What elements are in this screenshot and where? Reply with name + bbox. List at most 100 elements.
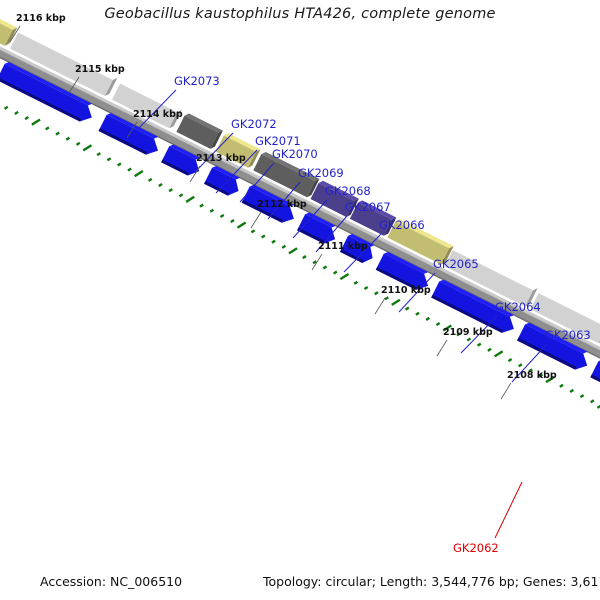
axis-tick-label: 2116 kbp — [16, 13, 66, 24]
strand-tick — [3, 105, 9, 110]
strand-tick — [65, 136, 71, 141]
feature-box-top — [18, 30, 118, 80]
topology-text: Topology: circular; Length: 3,544,776 bp… — [263, 574, 600, 589]
feature-box[interactable] — [310, 180, 359, 217]
strand-tick — [518, 363, 523, 368]
feature-box[interactable] — [253, 152, 320, 198]
feature-box[interactable] — [349, 200, 397, 236]
arrow-gene-top — [212, 165, 241, 180]
gene-leader-line — [511, 343, 548, 383]
gene-label-gk2065[interactable]: GK2065 — [433, 257, 479, 271]
gene-leader-line — [460, 315, 498, 354]
feature-box-side — [104, 77, 118, 97]
gene-label-gk2062[interactable]: GK2062 — [453, 541, 499, 555]
strand-tick — [134, 169, 144, 178]
gene-label-gk2069[interactable]: GK2069 — [298, 166, 344, 180]
axis-tick-label: 2114 kbp — [133, 109, 183, 120]
arrow-gene-top — [439, 279, 515, 317]
feature-box[interactable] — [444, 247, 538, 307]
strand-tick-marks — [3, 105, 600, 409]
gene-label-gk2068[interactable]: GK2068 — [325, 184, 371, 198]
strand-tick — [353, 280, 359, 285]
strand-tick — [466, 337, 472, 342]
axis-tick-label: 2110 kbp — [381, 285, 431, 296]
strand-tick — [96, 152, 101, 157]
arrow-gene-shadow — [590, 374, 600, 383]
feature-box-top — [0, 18, 18, 30]
strand-tick — [569, 388, 575, 394]
feature-box-top — [120, 81, 182, 113]
strand-tick — [127, 167, 132, 172]
gene-label-gk2071[interactable]: GK2071 — [255, 134, 301, 148]
axis-tick-leader — [374, 297, 386, 315]
strand-tick — [435, 321, 441, 327]
arrow-gene[interactable] — [0, 62, 93, 122]
gene-leader-line — [136, 89, 177, 131]
gene-label-gk2066[interactable]: GK2066 — [379, 218, 425, 232]
arrow-gene[interactable] — [204, 165, 241, 196]
feature-box-face — [530, 293, 600, 344]
axis-tick-label: 2108 kbp — [507, 370, 557, 381]
feature-box[interactable] — [0, 16, 18, 46]
arrow-gene-face — [241, 186, 294, 223]
gene-label-gk2073[interactable]: GK2073 — [174, 74, 220, 88]
strand-tick — [178, 193, 184, 198]
strand-tick — [415, 311, 420, 316]
feature-box-side — [383, 217, 397, 236]
strand-tick — [559, 383, 564, 388]
strand-tick — [45, 126, 50, 131]
strand-tick — [117, 162, 122, 167]
arrow-gene[interactable] — [161, 144, 200, 176]
axis-tick-label: 2111 kbp — [318, 241, 368, 252]
feature-box-top — [357, 200, 397, 220]
feature-box[interactable] — [176, 113, 223, 149]
strand-tick — [168, 188, 173, 193]
strand-tick — [425, 316, 431, 321]
axis-tick-leader — [9, 25, 21, 43]
gene-label-gk2064[interactable]: GK2064 — [495, 300, 541, 314]
strand-tick — [404, 306, 410, 311]
feature-box-face — [215, 135, 256, 168]
feature-box-top — [538, 290, 600, 324]
arrow-gene-shadow — [204, 181, 230, 196]
arrow-gene[interactable] — [98, 113, 159, 155]
strand-tick — [250, 229, 256, 234]
arrow-gene[interactable] — [517, 322, 588, 370]
feature-box-top — [452, 247, 538, 291]
feature-box[interactable] — [387, 219, 454, 265]
feature-box-face — [387, 221, 450, 265]
strand-tick — [391, 298, 401, 306]
arrow-gene-shadow — [98, 128, 148, 155]
axis-tick-label: 2113 kbp — [196, 153, 246, 164]
feature-box-face — [253, 154, 315, 198]
strand-tick — [55, 131, 60, 136]
strand-tick — [442, 324, 452, 332]
arrow-gene-top — [383, 251, 429, 274]
strand-tick — [199, 203, 204, 208]
strand-tick — [476, 342, 482, 347]
feature-box[interactable] — [215, 133, 261, 168]
arrow-gene-top — [525, 322, 588, 354]
feature-box[interactable] — [112, 81, 182, 129]
arrow-gene[interactable] — [375, 251, 429, 290]
feature-box[interactable] — [10, 30, 118, 97]
gene-leader-line — [239, 162, 275, 203]
arrow-gene-shadow — [241, 199, 284, 223]
feature-box-top — [184, 113, 223, 133]
gene-leader-line — [343, 233, 382, 273]
gene-label-gk2070[interactable]: GK2070 — [272, 147, 318, 161]
strand-tick — [302, 255, 307, 260]
feature-box-side — [306, 178, 320, 198]
feature-box-side — [169, 109, 182, 129]
gene-label-gk2067[interactable]: GK2067 — [345, 200, 391, 214]
arrow-gene-shadow — [340, 249, 364, 264]
arrow-gene[interactable] — [340, 234, 375, 264]
strand-tick — [147, 177, 153, 182]
strand-tick — [14, 110, 19, 115]
gene-label-gk2072[interactable]: GK2072 — [231, 117, 277, 131]
gene-label-gk2063[interactable]: GK2063 — [545, 328, 591, 342]
gene-leader-line — [398, 272, 436, 313]
arrow-gene-shadow — [161, 159, 190, 176]
